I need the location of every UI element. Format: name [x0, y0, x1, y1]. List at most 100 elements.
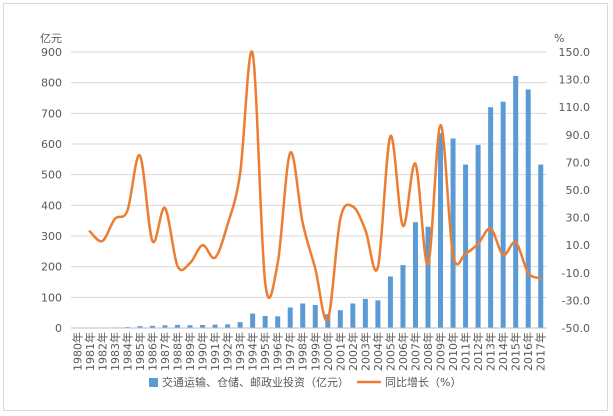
x-tick-label: 1981年 [83, 332, 97, 371]
left-tick-label: 800 [41, 77, 62, 90]
x-tick-label: 2008年 [421, 332, 435, 371]
right-tick-label: -10.0 [562, 267, 590, 280]
x-tick-label: 1998年 [296, 332, 310, 371]
bar [488, 107, 494, 328]
bar [149, 325, 155, 328]
bar [425, 226, 431, 328]
x-tick-label: 1987年 [158, 332, 172, 371]
x-tick-label: 2012年 [471, 332, 485, 371]
x-tick-label: 2011年 [459, 332, 473, 371]
line-series [88, 50, 542, 322]
left-tick-label: 400 [41, 199, 62, 212]
x-tick-label: 1986年 [145, 332, 159, 371]
right-tick-label: 150.0 [559, 46, 591, 59]
right-tick-label: 30.0 [566, 212, 591, 225]
x-tick-label: 2002年 [346, 332, 360, 371]
bar [225, 324, 231, 328]
bar [387, 276, 393, 328]
bar [337, 310, 343, 328]
x-tick-label: 2010年 [446, 332, 460, 371]
bar [475, 144, 481, 328]
x-tick-label: 1992年 [221, 332, 235, 371]
bar [412, 222, 418, 328]
bar [300, 303, 306, 328]
x-tick-label: 2001年 [333, 332, 347, 371]
right-axis-unit: % [554, 32, 564, 45]
x-tick-label: 1997年 [283, 332, 297, 371]
right-tick-label: -50.0 [562, 322, 590, 335]
bar-series [87, 75, 544, 329]
right-tick-label: 50.0 [566, 184, 591, 197]
x-tick-label: 2007年 [408, 332, 422, 371]
bar [174, 324, 180, 328]
x-tick-label: 1996年 [271, 332, 285, 371]
left-tick-label: 900 [41, 46, 62, 59]
bar [538, 164, 544, 328]
x-tick-label: 1983年 [108, 332, 122, 371]
x-tick-label: 1991年 [208, 332, 222, 371]
bar [513, 75, 519, 328]
bar [187, 325, 193, 328]
bar [375, 300, 381, 328]
bar [137, 326, 143, 328]
bar [400, 265, 406, 328]
bar [463, 164, 469, 328]
legend-swatch-bar [149, 378, 158, 387]
bar [237, 322, 243, 328]
x-tick-label: 1995年 [258, 332, 272, 371]
x-tick-label: 1988年 [170, 332, 184, 371]
bar [275, 316, 281, 328]
bar [200, 324, 206, 328]
right-tick-label: -30.0 [562, 294, 590, 307]
right-tick-label: 130.0 [559, 74, 591, 87]
x-tick-label: 1990年 [196, 332, 210, 371]
x-tick-label: 1985年 [133, 332, 147, 371]
x-tick-label: 1984年 [120, 332, 134, 371]
x-tick-label: 1993年 [233, 332, 247, 371]
left-tick-label: 300 [41, 230, 62, 243]
left-tick-label: 600 [41, 138, 62, 151]
bar [525, 89, 531, 328]
right-tick-label: 70.0 [566, 156, 591, 169]
bar [262, 316, 268, 328]
bar [250, 313, 256, 328]
legend-label-bar: 交通运输、仓储、邮政业投资（亿元） [162, 375, 349, 389]
bar [287, 307, 293, 328]
right-tick-label: 110.0 [559, 101, 591, 114]
x-axis-ticks: 1980年 1981年 1982年 1983年 1984年 1985年 1986年 1987年… [70, 332, 547, 371]
legend-label-line: 同比增长（%） [385, 375, 461, 389]
x-tick-label: 2014年 [496, 332, 510, 371]
x-tick-label: 2006年 [396, 332, 410, 371]
left-axis-unit: 亿元 [40, 32, 62, 45]
legend: 交通运输、仓储、邮政业投资（亿元） 同比增长（%） [149, 375, 461, 389]
bar [212, 324, 218, 328]
x-tick-label: 1994年 [246, 332, 260, 371]
x-tick-label: 2017年 [534, 332, 548, 371]
left-tick-label: 0 [55, 322, 62, 335]
right-axis-ticks: -50.0 -30.0 -10.0 10.0 30.0 50.0 70.0 90.0 110.0… [559, 46, 591, 335]
bar [312, 305, 318, 328]
bar [362, 298, 368, 328]
chart-frame: 亿元 % 0 100 200 300 400 500 600 700 800 900 -50.0-… [3, 3, 608, 411]
x-tick-label: 2015年 [509, 332, 523, 371]
x-tick-label: 2004年 [371, 332, 385, 371]
x-tick-label: 2016年 [521, 332, 535, 371]
bar [162, 325, 168, 328]
growth-line [88, 50, 542, 322]
bar [500, 101, 506, 329]
x-tick-label: 2009年 [434, 332, 448, 371]
right-tick-label: 10.0 [566, 239, 591, 252]
x-tick-label: 1982年 [95, 332, 109, 371]
x-tick-label: 1999年 [308, 332, 322, 371]
x-tick-label: 2003年 [358, 332, 372, 371]
left-tick-label: 700 [41, 107, 62, 120]
x-tick-label: 2013年 [484, 332, 498, 371]
left-tick-label: 200 [41, 261, 62, 274]
left-tick-label: 500 [41, 169, 62, 182]
x-tick-label: 1989年 [183, 332, 197, 371]
x-tick-label: 2000年 [321, 332, 335, 371]
x-tick-label: 1980年 [70, 332, 84, 371]
x-tick-label: 2005年 [383, 332, 397, 371]
left-axis-ticks: 0 100 200 300 400 500 600 700 800 900 [41, 46, 62, 335]
